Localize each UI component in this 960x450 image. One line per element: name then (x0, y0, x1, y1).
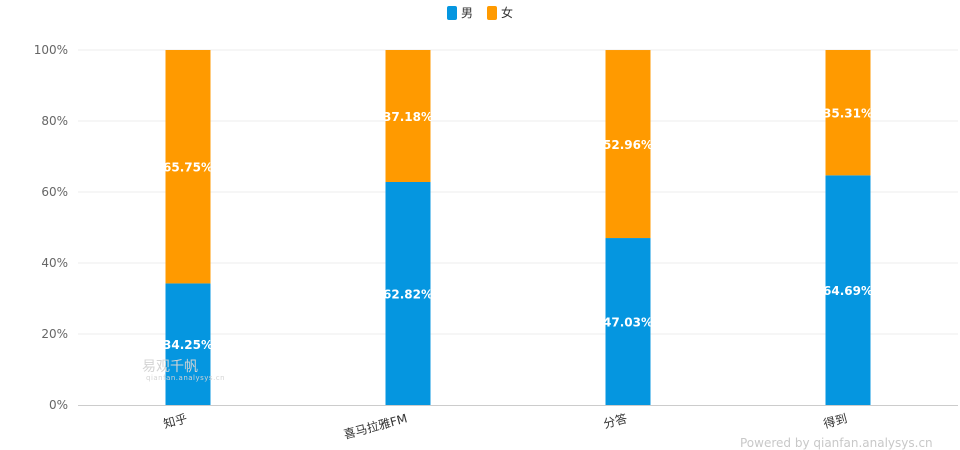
legend-item-female[interactable]: 女 (487, 4, 513, 21)
y-tick-label: 0% (49, 398, 68, 412)
legend: 男 女 (0, 4, 960, 21)
bar-female (165, 50, 211, 284)
data-label: 64.69% (823, 284, 873, 298)
legend-swatch-female (487, 5, 497, 20)
data-label: 37.18% (383, 110, 433, 124)
y-tick-label: 80% (41, 114, 68, 128)
x-category-label: 得到 (822, 410, 849, 431)
y-tick-label: 20% (41, 327, 68, 341)
data-label: 47.03% (603, 316, 653, 330)
bar-male (825, 175, 871, 405)
watermark-main: 易观千帆 (142, 359, 198, 375)
y-tick-label: 100% (34, 43, 68, 57)
data-label: 34.25% (163, 338, 213, 352)
legend-item-male[interactable]: 男 (446, 4, 473, 21)
data-label: 52.96% (603, 138, 653, 152)
bar-male (385, 181, 431, 405)
bar-female (605, 50, 651, 239)
watermark-sub: qianfan.analysys.cn (146, 374, 226, 382)
data-label: 62.82% (383, 287, 433, 301)
y-tick-label: 60% (41, 185, 68, 199)
y-tick-label: 40% (41, 256, 68, 270)
legend-label-female: 女 (501, 6, 514, 20)
data-label: 35.31% (823, 107, 873, 121)
bar-female (385, 50, 431, 182)
data-label: 65.75% (163, 161, 213, 175)
watermark: 易观千帆 qianfan.analysys.cn (142, 360, 225, 382)
bar-female (825, 50, 871, 176)
credits-text: Powered by qianfan.analysys.cn (740, 436, 933, 450)
x-category-label: 知乎 (162, 411, 189, 431)
legend-swatch-male (446, 5, 457, 20)
bar-male (165, 283, 211, 405)
x-category-label: 分答 (602, 410, 629, 431)
legend-label-male: 男 (460, 6, 473, 20)
bar-male (605, 238, 651, 405)
x-category-label: 喜马拉雅FM (342, 410, 409, 441)
